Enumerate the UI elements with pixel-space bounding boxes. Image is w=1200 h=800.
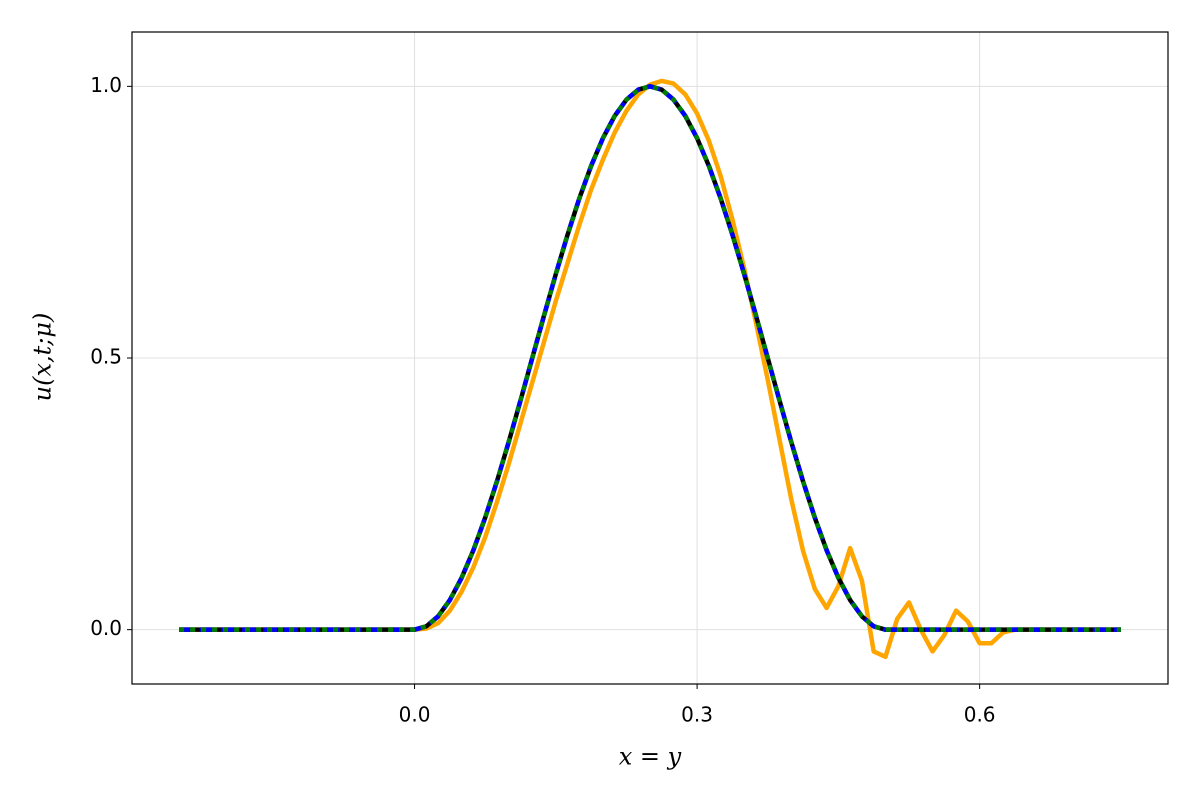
y-tick-label: 0.0 — [90, 616, 122, 640]
y-axis-label: u(x,t;μ) — [29, 313, 57, 402]
y-tick-label: 1.0 — [90, 73, 122, 97]
x-tick-label: 0.6 — [964, 703, 996, 727]
x-tick-label: 0.0 — [399, 703, 431, 727]
data-line — [179, 84, 1121, 632]
x-axis-label: x = y — [619, 743, 682, 771]
plot-frame — [131, 31, 1169, 685]
x-tick-label: 0.3 — [681, 703, 713, 727]
y-tick-label: 0.5 — [90, 345, 122, 369]
